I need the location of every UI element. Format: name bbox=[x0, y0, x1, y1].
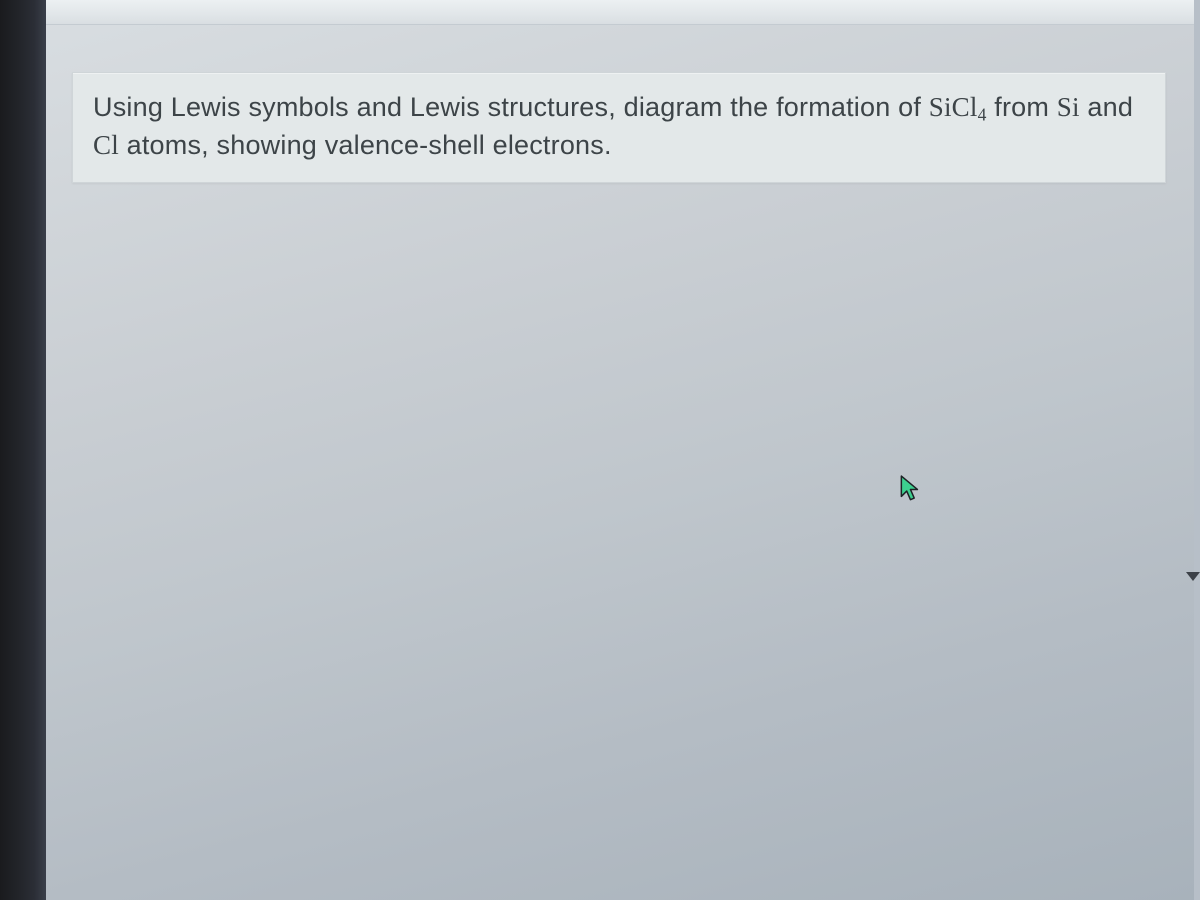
formula-sicl4: SiCl4 bbox=[929, 92, 987, 122]
question-line1: Using Lewis symbols and Lewis structures… bbox=[93, 92, 929, 122]
atom-si: Si bbox=[1057, 92, 1080, 122]
mouse-cursor-icon bbox=[900, 475, 922, 505]
question-suffix: atoms, showing valence-shell electrons. bbox=[119, 130, 612, 160]
question-prompt-box: Using Lewis symbols and Lewis structures… bbox=[72, 72, 1166, 183]
right-gutter bbox=[1194, 0, 1200, 900]
screen-bezel-left bbox=[0, 0, 46, 900]
question-mid-from: from bbox=[987, 92, 1057, 122]
top-card-edge bbox=[46, 0, 1194, 25]
content-area: Using Lewis symbols and Lewis structures… bbox=[46, 24, 1194, 900]
question-text: Using Lewis symbols and Lewis structures… bbox=[93, 89, 1145, 164]
atom-cl: Cl bbox=[93, 130, 119, 160]
scroll-down-hint-icon[interactable] bbox=[1186, 572, 1200, 581]
question-and: and bbox=[1080, 92, 1133, 122]
